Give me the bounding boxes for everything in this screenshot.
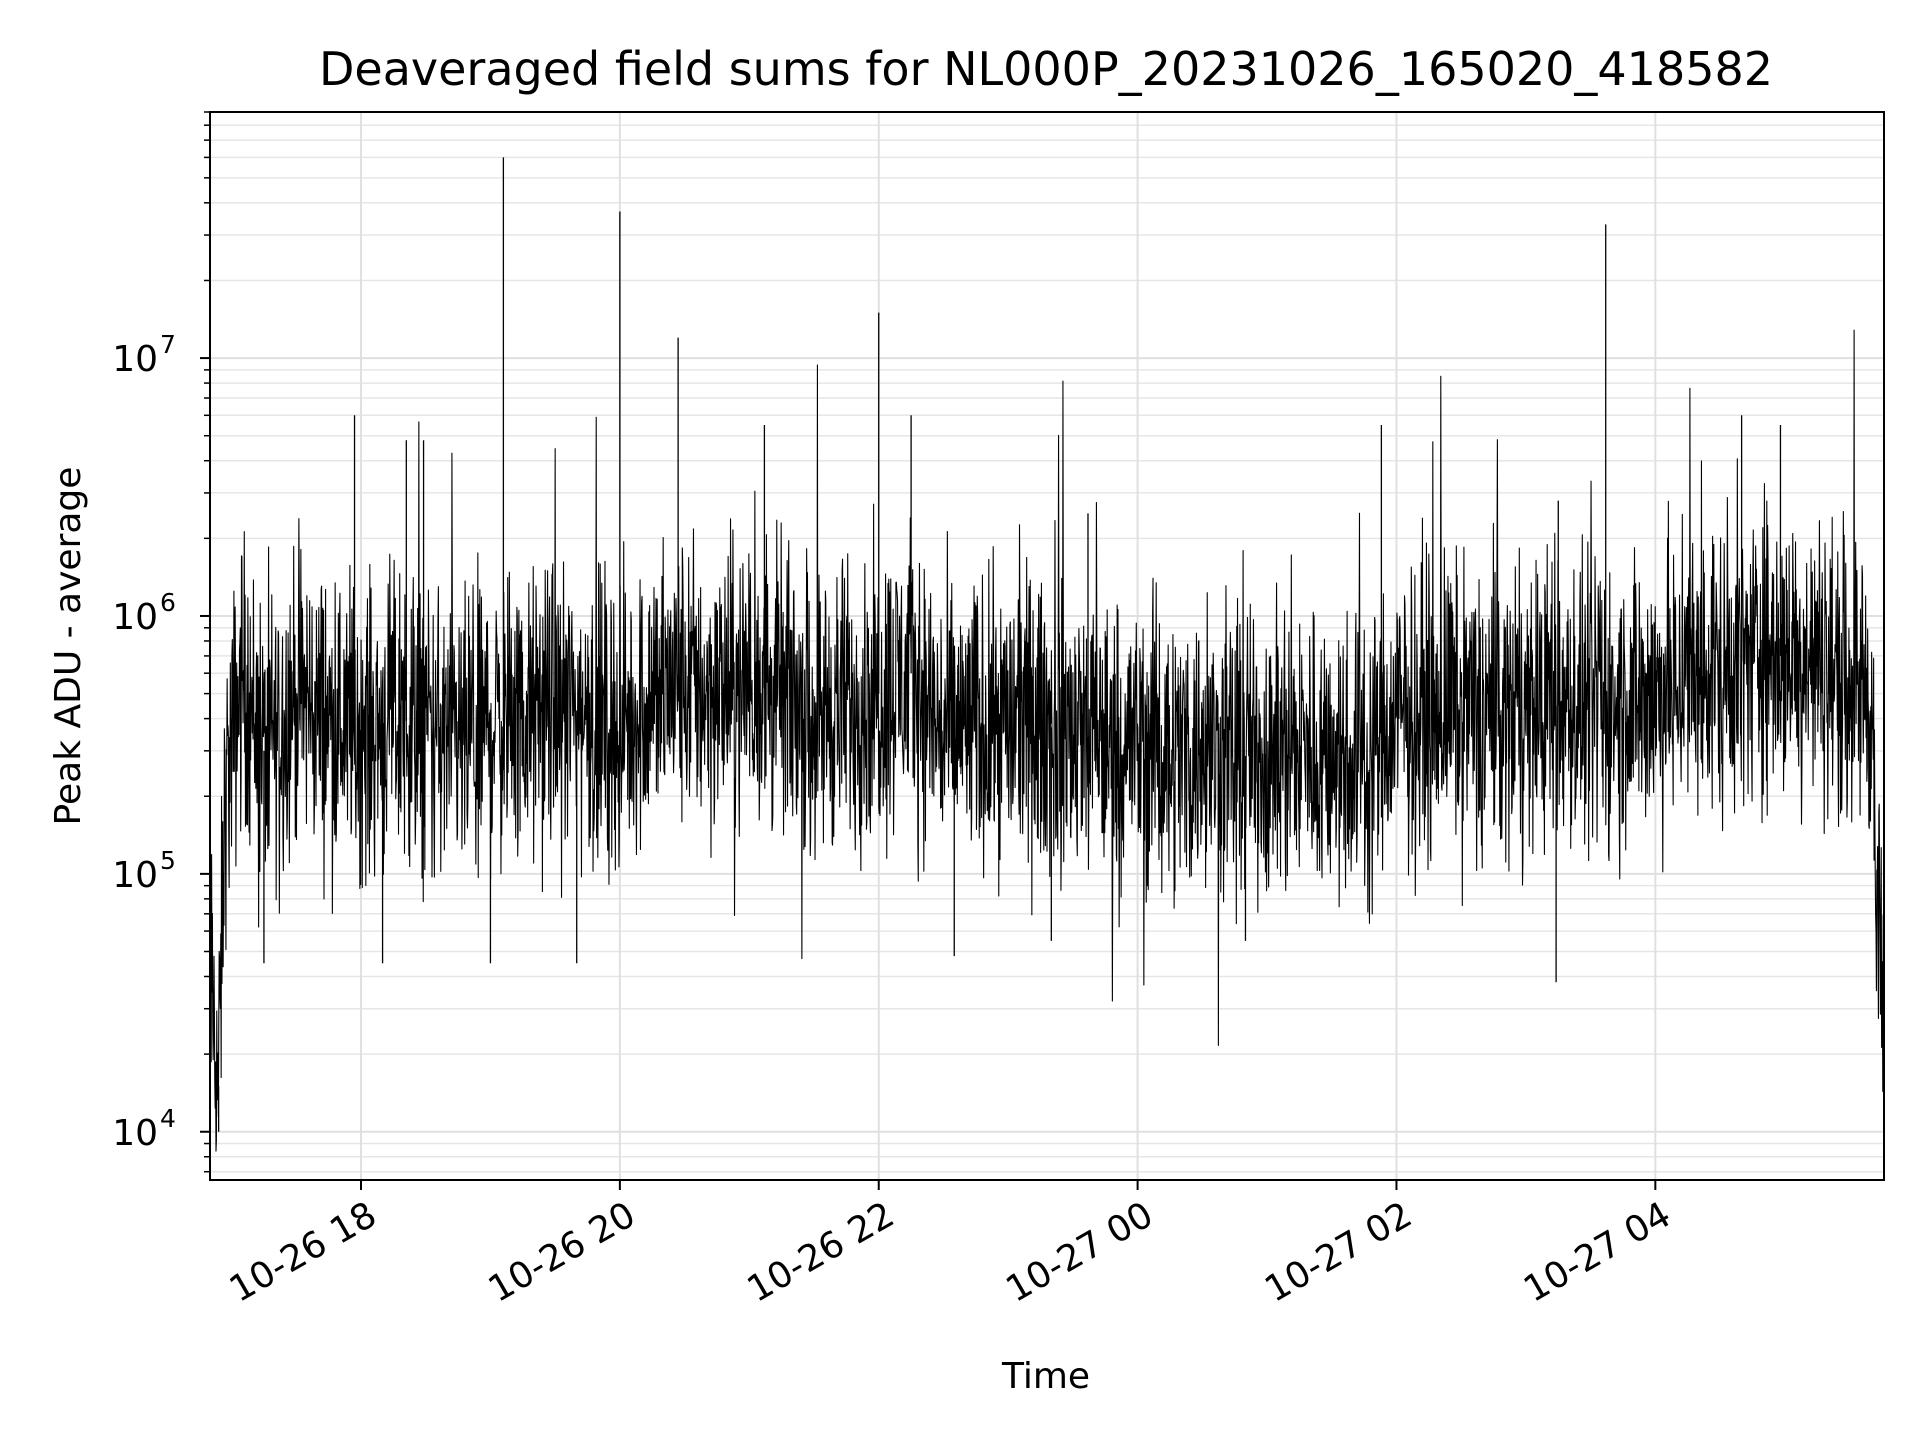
y-tick-label: 10 [112,597,158,638]
y-tick-label: 10 [112,339,158,380]
series-line [210,329,1884,1152]
y-tick-exponent: 7 [160,330,176,359]
y-axis-label: Peak ADU - average [48,467,89,826]
plot-layer [210,157,1884,1152]
y-tick-exponent: 4 [160,1104,176,1133]
y-tick-label: 10 [112,1113,158,1154]
chart-title: Deaveraged field sums for NL000P_2023102… [319,42,1773,96]
x-axis-label: Time [1001,1356,1090,1397]
y-tick-label: 10 [112,855,158,896]
plot-frame [209,111,1885,1181]
y-tick-exponent: 6 [160,588,176,617]
y-tick-exponent: 5 [160,846,176,875]
series-group [210,157,1884,1152]
